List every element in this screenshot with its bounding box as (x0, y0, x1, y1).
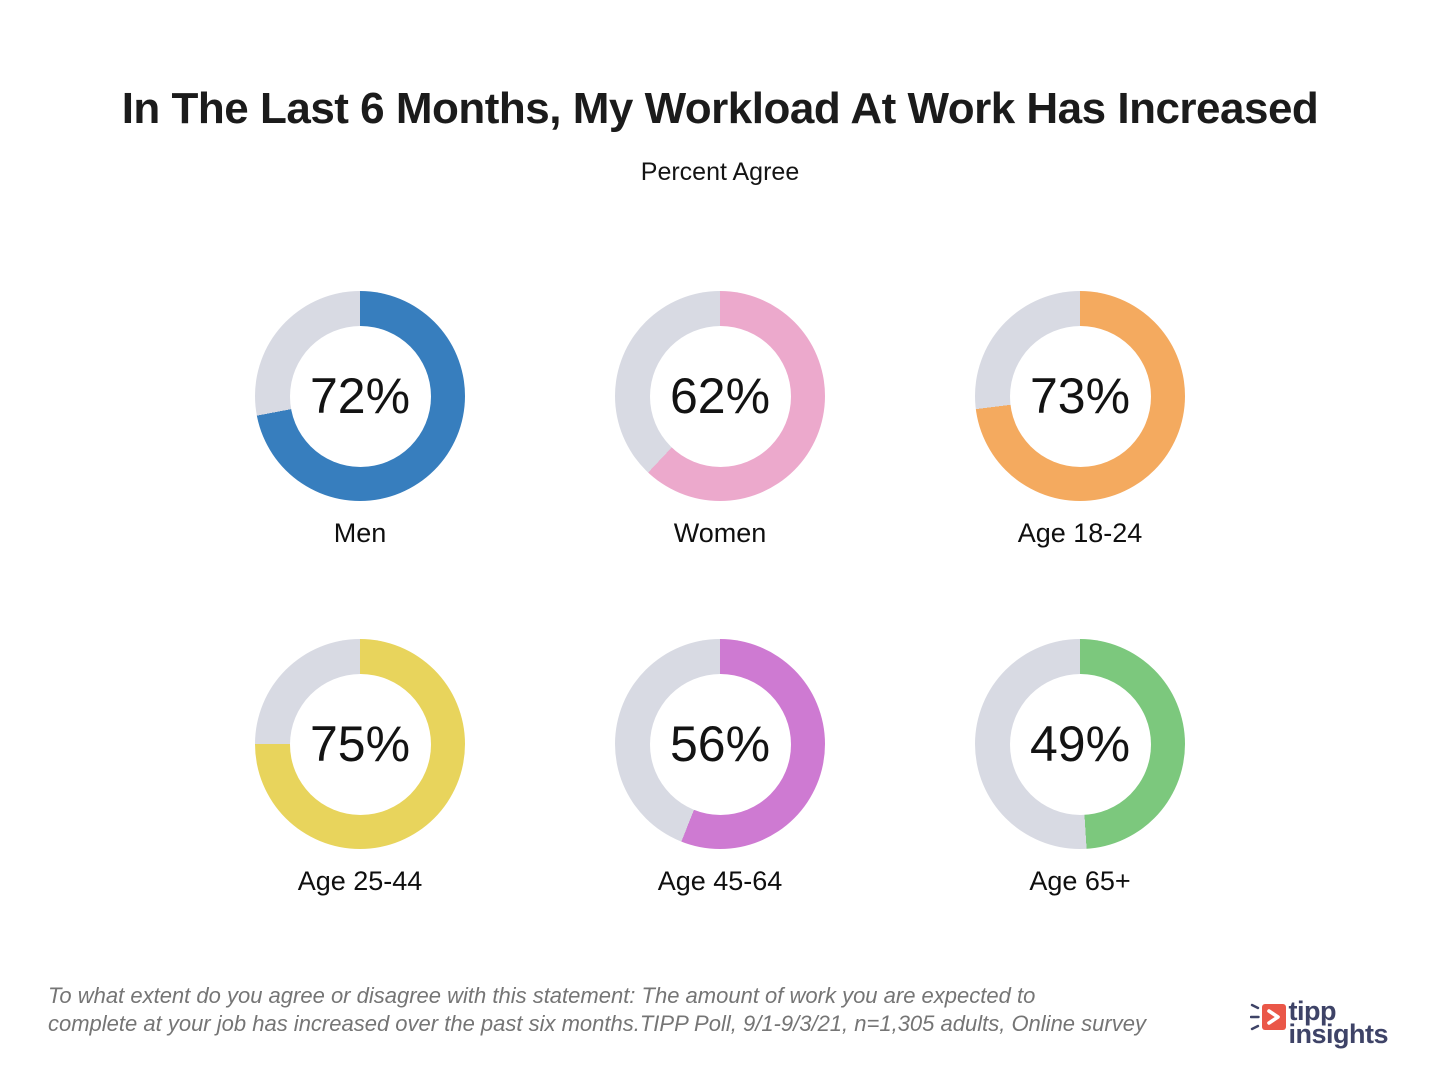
donut-hole: 62% (649, 325, 791, 467)
chart-subtitle: Percent Agree (640, 158, 800, 186)
percent-value: 62% (669, 368, 771, 424)
donut-card-age-65-plus: 49% Age 65+ (975, 639, 1185, 897)
percent-value: 56% (669, 716, 771, 772)
donut-card-age-25-44: 75% Age 25-44 (255, 639, 465, 897)
donut-label: Men (333, 518, 387, 548)
percent-value: 75% (309, 716, 411, 772)
donut-ring-women: 62% (615, 291, 825, 501)
donut-ring-age-45-64: 56% (615, 639, 825, 849)
donut-label: Age 45-64 (657, 866, 783, 896)
donut-hole: 75% (289, 673, 431, 815)
percent-value: 73% (1029, 368, 1131, 424)
donut-label: Age 65+ (1029, 866, 1131, 896)
donut-label: Age 18-24 (1017, 518, 1143, 548)
footnote-line-2: complete at your job has increased over … (48, 1011, 1146, 1036)
logo-wordmark: tipp insights (1288, 996, 1388, 1049)
footnote-line-1: To what extent do you agree or disagree … (48, 983, 1036, 1008)
tipp-insights-logo: tipp insights (1250, 996, 1388, 1049)
donut-card-age-45-64: 56% Age 45-64 (615, 639, 825, 897)
donut-hole: 56% (649, 673, 791, 815)
donut-label: Age 25-44 (297, 866, 423, 896)
donut-card-age-18-24: 73% Age 18-24 (975, 291, 1185, 549)
donut-card-men: 72% Men (255, 291, 465, 549)
donut-hole: 49% (1009, 673, 1151, 815)
tipp-arrow-icon (1250, 1003, 1287, 1031)
donut-ring-age-25-44: 75% (255, 639, 465, 849)
logo-word-insights: insights (1288, 1019, 1388, 1049)
percent-value: 49% (1029, 716, 1131, 772)
donut-chart-grid: 72% Men 62% Women 73% Age 18-24 (180, 291, 1260, 897)
donut-label: Women (673, 518, 767, 548)
donut-hole: 72% (289, 325, 431, 467)
donut-ring-age-65-plus: 49% (975, 639, 1185, 849)
percent-value: 72% (309, 368, 411, 424)
donut-card-women: 62% Women (615, 291, 825, 549)
donut-hole: 73% (1009, 325, 1151, 467)
survey-footnote: To what extent do you agree or disagree … (48, 982, 1208, 1038)
donut-ring-men: 72% (255, 291, 465, 501)
logo-word-tipp: tipp (1288, 996, 1336, 1026)
donut-ring-age-18-24: 73% (975, 291, 1185, 501)
page-title: In The Last 6 Months, My Workload At Wor… (121, 84, 1319, 133)
